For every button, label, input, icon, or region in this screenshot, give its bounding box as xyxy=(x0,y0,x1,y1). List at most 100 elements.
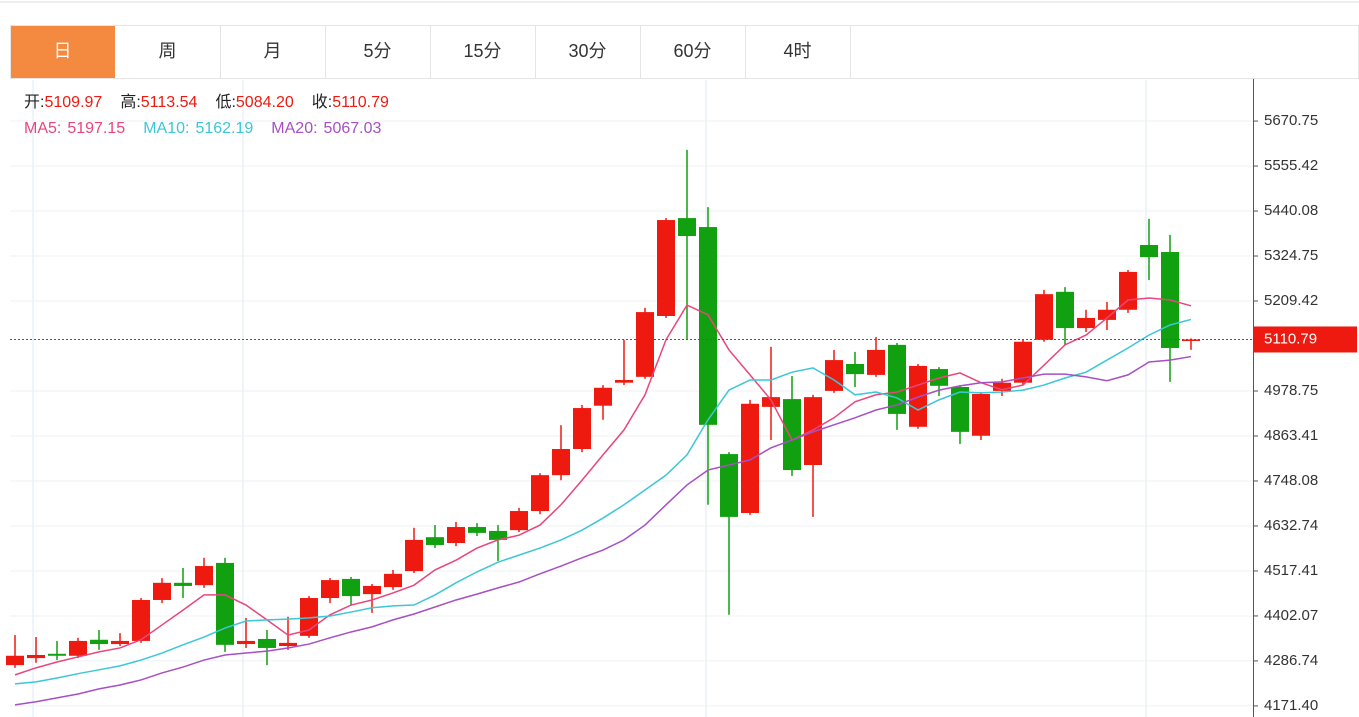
tab-active-bg xyxy=(11,26,115,78)
candle-body xyxy=(678,218,696,237)
candle-body xyxy=(1035,294,1053,340)
ma-line xyxy=(14,355,1192,706)
separator: : xyxy=(313,120,317,137)
candle-body xyxy=(1077,317,1095,329)
candle-body xyxy=(195,566,213,586)
candle-body xyxy=(405,539,423,572)
legend-name: MA20 xyxy=(271,120,313,137)
candle-body xyxy=(573,408,591,450)
ohlc-value: 5110.79 xyxy=(332,94,389,111)
legend-name: MA5 xyxy=(24,120,57,137)
candle-body xyxy=(552,449,570,476)
candle-body xyxy=(426,537,444,545)
y-tick-label: 4863.41 xyxy=(1264,427,1318,444)
separator: : xyxy=(136,94,140,111)
candle-body xyxy=(699,227,717,425)
candle-body xyxy=(531,475,549,512)
candle-body xyxy=(279,642,297,647)
tab[interactable]: 周 xyxy=(159,26,221,78)
y-tick-label: 4171.40 xyxy=(1264,697,1318,714)
y-tick-label: 4632.74 xyxy=(1264,517,1318,534)
tab-label: 日 xyxy=(54,41,72,61)
ohlc-name: 低 xyxy=(215,93,231,111)
candle-body xyxy=(888,344,906,414)
tab[interactable]: 15分 xyxy=(463,26,536,78)
tab[interactable]: 5分 xyxy=(363,26,431,78)
candle-body xyxy=(615,379,633,383)
y-tick-label: 4402.07 xyxy=(1264,607,1318,624)
ma-legend: MA5: 5197.15 MA10: 5162.19 MA20: 5067.03 xyxy=(24,120,381,137)
tab-label: 周 xyxy=(159,41,177,61)
legend-name: MA10 xyxy=(143,120,185,137)
ma-line xyxy=(14,297,1192,676)
candle-body xyxy=(258,638,276,648)
candle-body xyxy=(1182,339,1200,341)
candle-body xyxy=(48,653,66,656)
candle-body xyxy=(69,640,87,656)
candle-body xyxy=(111,640,129,645)
candle-body xyxy=(867,349,885,375)
candle-body xyxy=(132,599,150,641)
tab[interactable]: 30分 xyxy=(568,26,641,78)
y-tick-label: 4286.74 xyxy=(1264,652,1318,669)
tab-label: 月 xyxy=(264,41,282,61)
ma-line xyxy=(14,318,1192,685)
legend-value: 5162.19 xyxy=(195,120,253,137)
y-tick-label: 5670.75 xyxy=(1264,112,1318,129)
ohlc-name: 高 xyxy=(120,93,136,111)
candle-body xyxy=(720,454,738,517)
candle-body xyxy=(972,394,990,436)
tab[interactable]: 日 xyxy=(11,26,115,78)
candle-body xyxy=(237,640,255,645)
separator: : xyxy=(40,94,44,111)
candle-body xyxy=(363,585,381,595)
candle-body xyxy=(1014,341,1032,383)
candle-body xyxy=(741,403,759,513)
candle-body xyxy=(321,580,339,599)
candle-body xyxy=(657,220,675,316)
last-price-label: 5110.79 xyxy=(1264,330,1317,347)
candle-body xyxy=(384,573,402,588)
candle-body xyxy=(783,399,801,471)
separator: : xyxy=(231,94,235,111)
ohlc-value: 5109.97 xyxy=(44,94,102,111)
ohlc-name: 收 xyxy=(312,93,328,111)
grid xyxy=(10,80,1258,717)
ohlc-value: 5113.54 xyxy=(141,94,198,111)
candle-body xyxy=(1119,271,1137,310)
candle-body xyxy=(174,582,192,586)
tab[interactable]: 60分 xyxy=(673,26,746,78)
candle-body xyxy=(993,382,1011,391)
ohlc-name: 开 xyxy=(24,94,40,111)
tab-label: 60分 xyxy=(673,41,711,61)
candle-body xyxy=(489,530,507,540)
candle-body xyxy=(1140,245,1158,258)
candle-body xyxy=(153,582,171,600)
candle-body xyxy=(447,527,465,544)
separator: : xyxy=(328,94,332,111)
separator: : xyxy=(57,120,61,137)
candle-body xyxy=(27,654,45,659)
candle-body xyxy=(6,655,24,666)
plot xyxy=(6,149,1253,706)
separator: : xyxy=(185,120,189,137)
ohlc-value: 5084.20 xyxy=(236,94,294,111)
y-tick-label: 4517.41 xyxy=(1264,562,1318,579)
ohlc-header: 开:5109.97 高:5113.54 低:5084.20 收:5110.79 xyxy=(24,93,389,111)
candle-body xyxy=(216,562,234,645)
candle-body xyxy=(594,387,612,406)
candle-body xyxy=(762,397,780,407)
candle-body xyxy=(636,312,654,377)
y-tick-label: 5440.08 xyxy=(1264,202,1318,219)
candle-body xyxy=(90,639,108,645)
y-tick-label: 5324.75 xyxy=(1264,247,1318,264)
ui: 日 周 月 5分 15分 30分 60分 4时 5670.75 5555.42 5440.08 532… xyxy=(11,26,1357,714)
candle-body xyxy=(846,363,864,375)
tab[interactable]: 4时 xyxy=(783,26,851,78)
tab[interactable]: 月 xyxy=(264,26,326,78)
tab-label: 4时 xyxy=(783,41,811,61)
candle-body xyxy=(468,527,486,533)
candle-body xyxy=(1056,291,1074,329)
candle-body xyxy=(510,511,528,531)
